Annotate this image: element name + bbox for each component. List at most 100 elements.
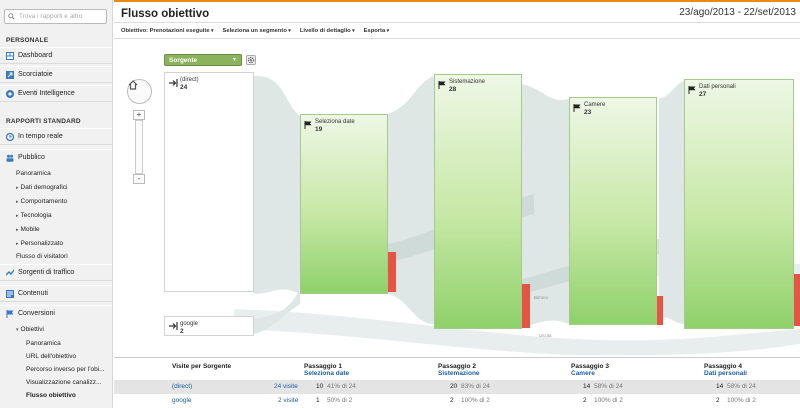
sidebar-item-conversions[interactable]: Conversioni <box>0 305 112 322</box>
sidebar-goal-reverse-path[interactable]: Percorso inverso per l'obi... <box>26 366 105 373</box>
sidebar-item-label: Conversioni <box>18 310 55 317</box>
step-percent: 83% di 24 <box>461 383 490 390</box>
step-count: 19 <box>315 126 323 133</box>
pan-control[interactable] <box>127 79 152 104</box>
step-title: Passaggio 4 <box>704 363 742 370</box>
step-node-4[interactable]: Dati personali 27 <box>684 79 794 329</box>
detail-level-selector[interactable]: Livello di dettaglio <box>300 28 355 34</box>
sidebar-goal-urls[interactable]: URL dell'obiettivo <box>26 353 77 360</box>
sidebar-item-dashboard[interactable]: Dashboard <box>0 47 112 64</box>
table-header-step-3: Passaggio 3 Camere <box>571 363 609 377</box>
header: Flusso obiettivo 23/ago/2013 - 22/set/20… <box>114 0 800 40</box>
table-header-step-1: Passaggio 1 Seleziona date <box>304 363 349 377</box>
step-name: Seleziona date <box>315 119 355 125</box>
step-value: 2 <box>450 397 454 404</box>
export-menu[interactable]: Esporta <box>364 28 390 34</box>
source-node-google[interactable]: google 2 <box>164 316 254 336</box>
sidebar-sub-behavior[interactable]: Comportamento <box>16 198 68 205</box>
flag-icon <box>438 81 446 89</box>
drop-off-step-4[interactable] <box>794 274 800 326</box>
step-name[interactable]: Sistemazione <box>438 370 480 377</box>
sidebar-sub-visitors-flow[interactable]: Flusso di visitatori <box>16 253 68 260</box>
sidebar-item-label: Eventi Intelligence <box>18 90 75 97</box>
step-name[interactable]: Camere <box>571 370 595 377</box>
sidebar-item-label: Scorciatoie <box>18 71 53 78</box>
zoom-out-button[interactable]: - <box>133 174 145 184</box>
sidebar-sub-demographics[interactable]: Dati demografici <box>16 184 68 191</box>
search-placeholder: Trova i rapporti e altro <box>19 13 83 20</box>
step-percent: 100% di 2 <box>594 397 623 404</box>
step-node-3[interactable]: Camere 23 <box>569 97 657 325</box>
sidebar-item-audience[interactable]: Pubblico <box>0 149 112 166</box>
flow-mini-label: Uscita <box>539 333 552 338</box>
sidebar-sub-technology[interactable]: Tecnologia <box>16 212 52 219</box>
sidebar-item-content[interactable]: Contenuti <box>0 285 112 302</box>
intelligence-icon <box>6 90 14 98</box>
sidebar-item-realtime[interactable]: In tempo reale <box>0 128 112 145</box>
goal-selector[interactable]: Obiettivo: Prenotazioni eseguite <box>121 28 213 34</box>
step-count: 23 <box>584 109 592 116</box>
source-name: google <box>180 321 199 327</box>
source-node-direct[interactable]: (direct) 24 <box>164 72 254 292</box>
sidebar-sub-label: Obiettivi <box>20 326 44 333</box>
content-icon <box>6 290 14 298</box>
step-percent: 58% di 24 <box>594 383 623 390</box>
sidebar-goal-overview[interactable]: Panoramica <box>26 340 61 347</box>
sidebar-item-traffic-sources[interactable]: Sorgenti di traffico <box>0 264 112 281</box>
sidebar-sub-mobile[interactable]: Mobile <box>16 226 40 233</box>
sidebar-item-shortcuts[interactable]: Scorciatoie <box>0 66 112 83</box>
flag-icon <box>573 104 581 112</box>
sidebar-sub-custom[interactable]: Personalizzato <box>16 240 64 247</box>
source-name: (direct) <box>180 77 199 83</box>
visits-link[interactable]: 2 visite <box>278 397 299 404</box>
source-label: (direct) 24 <box>180 77 199 91</box>
step-value: 2 <box>716 397 720 404</box>
flag-icon <box>6 310 14 318</box>
sidebar-sub-overview[interactable]: Panoramica <box>16 170 51 177</box>
source-link[interactable]: (direct) <box>172 383 193 390</box>
sidebar-goal-flow[interactable]: Flusso obiettivo <box>26 392 76 399</box>
drop-off-step-3[interactable] <box>657 296 663 325</box>
sidebar-goal-funnel[interactable]: Visualizzazione canalizz... <box>26 379 102 386</box>
step-value: 2 <box>583 397 587 404</box>
sidebar-sub-label: Mobile <box>20 226 40 233</box>
step-label: Seleziona date 19 <box>315 119 355 133</box>
date-range-picker[interactable]: 23/ago/2013 - 22/set/2013 <box>679 7 796 18</box>
gear-icon <box>247 56 255 64</box>
step-count: 28 <box>449 86 457 93</box>
chevron-down-icon: ▼ <box>232 57 237 63</box>
sidebar-item-intelligence[interactable]: Eventi Intelligence <box>0 85 112 102</box>
drop-off-step-1[interactable] <box>388 252 396 292</box>
entrance-arrow-icon <box>169 79 178 87</box>
visits-link[interactable]: 24 visite <box>274 383 298 390</box>
segment-selector[interactable]: Seleziona un segmento <box>222 28 290 34</box>
step-label: Dati personali 27 <box>699 84 736 98</box>
section-standard: RAPPORTI STANDARD <box>6 118 81 125</box>
step-name: Dati personali <box>699 84 736 90</box>
divider <box>114 357 800 358</box>
shortcut-icon <box>6 71 14 79</box>
step-name[interactable]: Dati personali <box>704 370 747 377</box>
zoom-in-button[interactable]: + <box>133 110 145 120</box>
table-header-source: Visite per Sorgente <box>172 363 232 370</box>
table-row: google 2 visite 1 50% di 2 2 100% di 2 2… <box>114 394 800 408</box>
step-percent: 100% di 2 <box>727 397 756 404</box>
step-value: 1 <box>316 397 320 404</box>
step-node-2[interactable]: Sistemazione 28 <box>434 74 522 329</box>
sidebar-sub-goals[interactable]: Obiettivi <box>16 326 44 333</box>
search-input[interactable]: Trova i rapporti e altro <box>4 9 107 24</box>
dimension-select[interactable]: Sorgente ▼ <box>164 54 242 66</box>
source-link[interactable]: google <box>172 397 192 404</box>
step-node-1[interactable]: Seleziona date 19 <box>300 114 388 294</box>
step-name[interactable]: Seleziona date <box>304 370 350 377</box>
step-value: 10 <box>316 383 324 390</box>
sidebar-item-label: In tempo reale <box>18 133 63 140</box>
zoom-slider[interactable] <box>135 120 143 174</box>
drop-off-step-2[interactable] <box>522 284 530 328</box>
divider <box>114 38 800 39</box>
step-title: Passaggio 2 <box>438 363 476 370</box>
flow-table: Visite per Sorgente Passaggio 1 Seleziona… <box>114 357 800 408</box>
source-count: 2 <box>180 328 184 335</box>
settings-gear-button[interactable] <box>246 55 256 65</box>
sidebar-sub-label: Tecnologia <box>20 212 52 219</box>
